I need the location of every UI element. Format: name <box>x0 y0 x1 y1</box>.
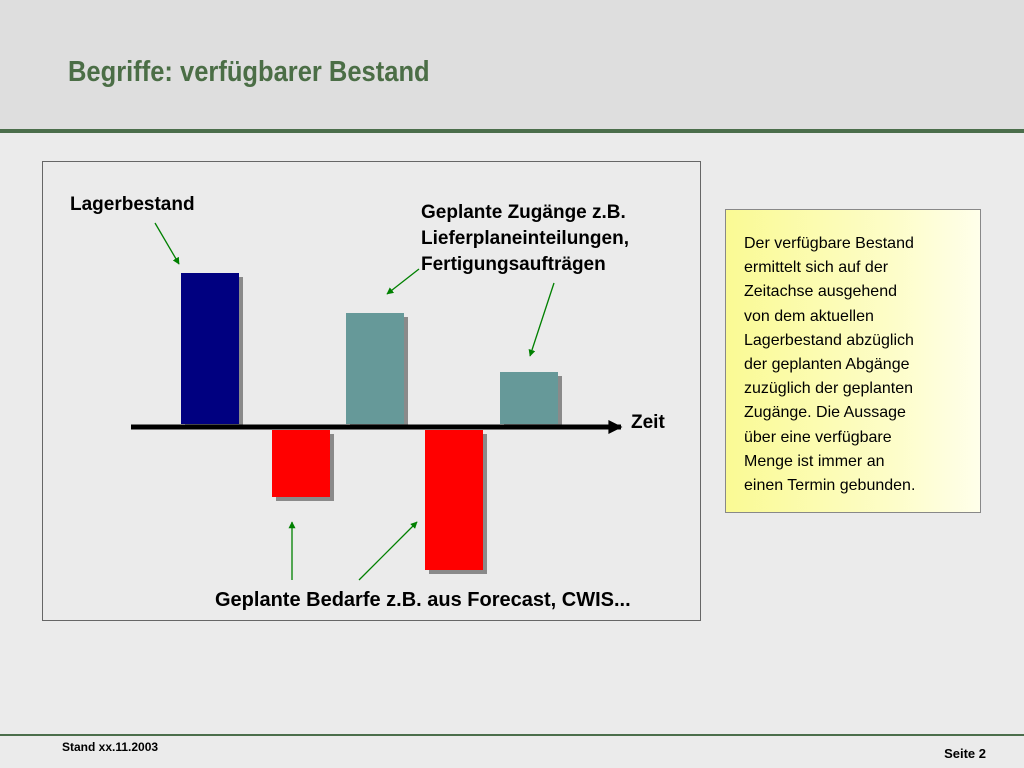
note-line: einen Termin gebunden. <box>744 477 916 495</box>
demand-pointer-arrow-2 <box>358 521 418 581</box>
header-divider <box>0 129 1024 133</box>
demand-label: Geplante Bedarfe z.B. aus Forecast, CWIS… <box>215 589 631 611</box>
demand-bar-1 <box>272 430 334 501</box>
inflow-pointer-arrow-1 <box>386 268 420 295</box>
page-number: Seite 2 <box>944 746 986 761</box>
note-line: von dem aktuellen <box>744 307 874 325</box>
explanation-note: Der verfügbare Bestand ermittelt sich au… <box>725 209 981 513</box>
note-line: Menge ist immer an <box>744 452 885 470</box>
footer-date: Stand xx.11.2003 <box>62 740 159 754</box>
note-line: ermittelt sich auf der <box>744 259 889 277</box>
inflow-bar-2 <box>500 372 562 428</box>
note-line: Lagerbestand abzüglich <box>744 331 914 349</box>
inflow-label-line: Lieferplaneinteilungen, <box>421 228 629 249</box>
note-line: Zugänge. Die Aussage <box>744 404 906 422</box>
note-line: Der verfügbare Bestand <box>744 235 914 252</box>
stock-pointer-arrow <box>154 222 180 265</box>
diagram-canvas <box>131 222 623 581</box>
note-line: Zeitachse ausgehend <box>744 283 897 301</box>
inflow-label-line: Geplante Zugänge z.B. <box>421 202 626 223</box>
stock-bar <box>181 273 243 428</box>
inflow-bar-1 <box>346 313 408 428</box>
slide-header: Begriffe: verfügbarer Bestand <box>0 0 1024 130</box>
inflow-pointer-arrow-2 <box>528 282 555 357</box>
time-axis-label: Zeit <box>631 412 665 433</box>
note-line: über eine verfügbare <box>744 428 892 446</box>
note-line: der geplanten Abgänge <box>744 356 910 374</box>
explanation-text: Der verfügbare Bestand ermittelt sich au… <box>744 232 972 498</box>
inflow-label: Geplante Zugänge z.B. Lieferplaneinteilu… <box>421 200 629 278</box>
note-line: zuzüglich der geplanten <box>744 380 914 398</box>
demand-bar-2 <box>425 430 487 574</box>
slide-title: Begriffe: verfügbarer Bestand <box>68 56 430 88</box>
inflow-label-line: Fertigungsaufträgen <box>421 254 606 275</box>
stock-label: Lagerbestand <box>70 194 195 215</box>
diagram-frame: Lagerbestand Geplante Zugänge z.B. Liefe… <box>42 161 701 621</box>
footer-divider <box>0 734 1024 736</box>
